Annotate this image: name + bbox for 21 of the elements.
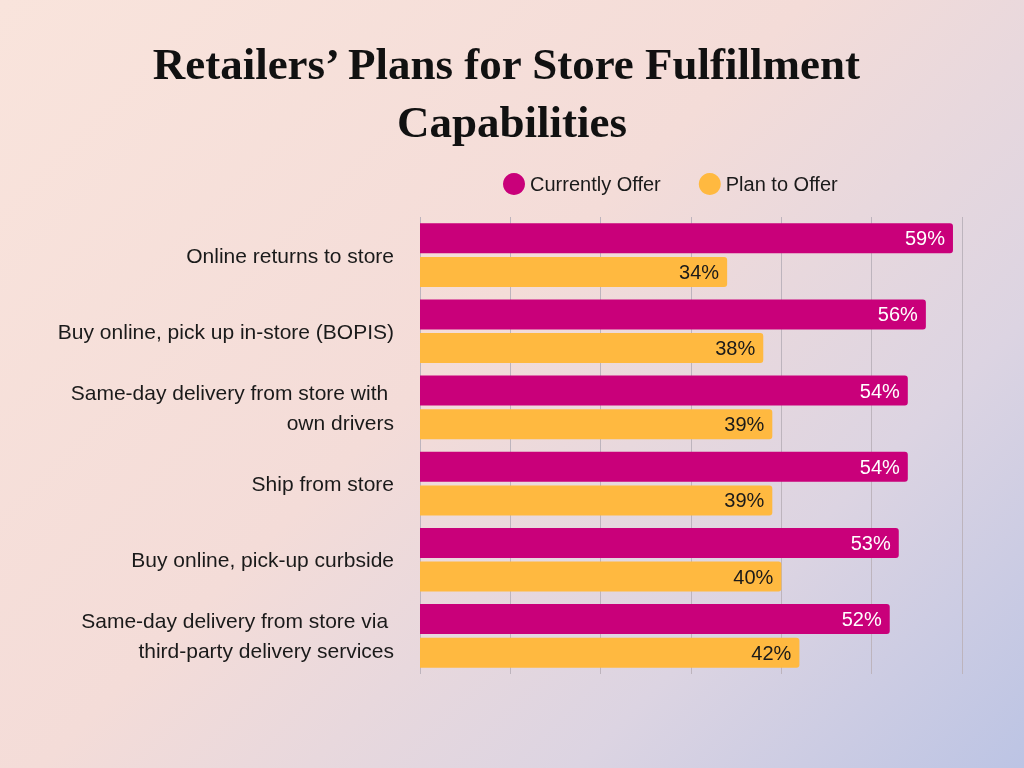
data-label: 42% — [751, 641, 792, 664]
legend-label: Currently Offer — [530, 173, 662, 195]
y-tick-label: Online returns to store — [186, 243, 394, 267]
data-label: 39% — [724, 413, 765, 436]
data-label: 53% — [850, 531, 891, 554]
data-label: 39% — [724, 489, 765, 512]
data-label: 56% — [877, 303, 919, 326]
chart-title: Retailers’ Plans for Store Fulfillment Capabilities — [152, 39, 872, 147]
y-tick-label: Buy online, pick-up curbside — [131, 548, 394, 572]
data-label: 34% — [679, 260, 720, 283]
data-label: 52% — [841, 608, 882, 631]
data-label: 38% — [715, 337, 756, 360]
y-tick-label: Same-day delivery from store with own drivers — [70, 380, 394, 434]
data-label: 59% — [904, 227, 946, 250]
data-label: 40% — [733, 565, 774, 588]
y-tick-label: Same-day delivery from store via third-party delivery services — [81, 609, 394, 663]
data-label: 54% — [859, 379, 901, 402]
y-tick-label: Ship from store — [251, 472, 394, 496]
y-tick-label: Buy online, pick up in-store (BOPIS) — [57, 319, 394, 343]
legend-label: Plan to Offer — [725, 173, 839, 195]
data-label: 54% — [859, 455, 901, 478]
